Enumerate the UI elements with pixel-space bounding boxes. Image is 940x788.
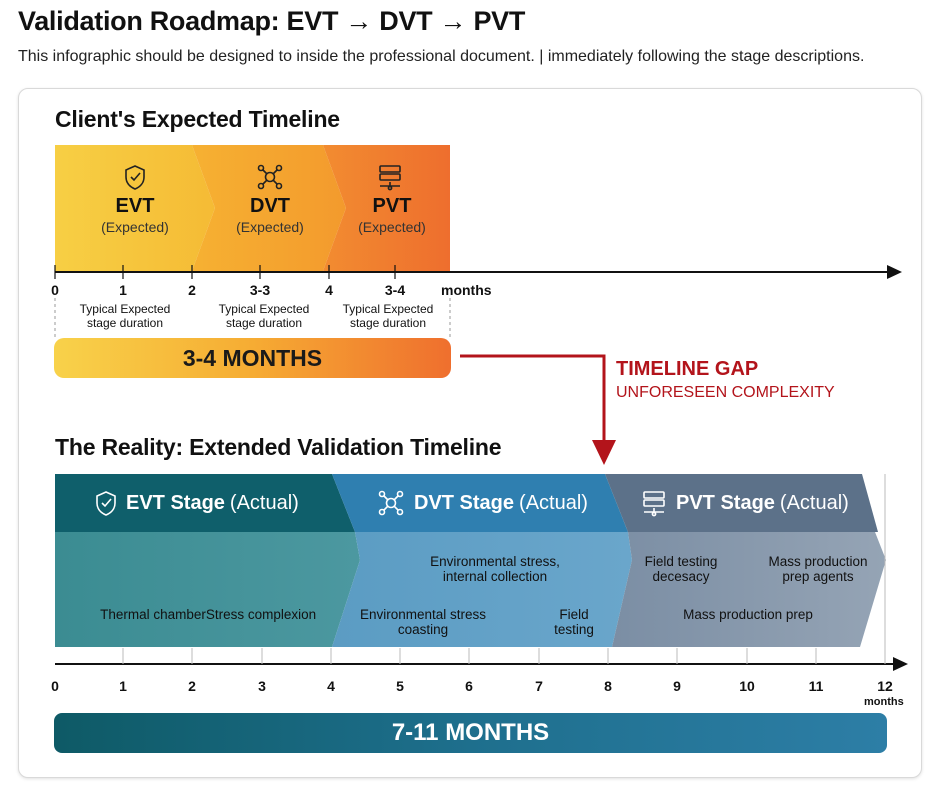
activity-label: Field testing (554, 607, 594, 637)
expected-evt-name: EVT (115, 195, 155, 217)
actual-tick-label: 8 (604, 678, 612, 694)
expected-evt-label: EVT (Expected) (75, 195, 195, 235)
expected-tick-label: 1 (119, 282, 127, 298)
actual-evt-band (55, 532, 360, 647)
expected-tick-label: 2 (188, 282, 196, 298)
reality-heading: The Reality: Extended Validation Timelin… (55, 434, 502, 460)
actual-tick-label: 11 (808, 678, 824, 694)
timeline-gap-connector (460, 354, 606, 440)
actual-pvt-header (605, 474, 878, 532)
server-stack-icon (643, 491, 665, 517)
activity-label: Field testing decesacy (644, 554, 718, 584)
expected-tick-label: 3-3 (249, 282, 271, 298)
expected-dvt-block (192, 145, 346, 271)
expected-pvt-block (323, 145, 450, 271)
expected-duration-note: Typical Expected stage duration (218, 302, 310, 330)
expected-pvt-name: PVT (372, 195, 412, 217)
expected-dvt-sub: (Expected) (236, 219, 304, 235)
actual-evt-title: EVT Stage (Actual) (126, 492, 299, 515)
actual-pvt-sub: (Actual) (779, 492, 849, 514)
expected-total-pill (54, 338, 451, 378)
actual-tick-label: 5 (396, 678, 404, 694)
page-title: Validation Roadmap: EVT → DVT → PVT (18, 6, 526, 36)
activity-label: Environmental stress, internal collectio… (430, 554, 560, 584)
actual-dvt-band (332, 532, 632, 647)
activity-label: Environmental stress coasting (359, 607, 487, 637)
expected-heading: Client's Expected Timeline (55, 106, 340, 132)
shield-check-icon (96, 491, 116, 516)
actual-tick-label: 0 (51, 678, 59, 694)
actual-tick-label: 12 (877, 678, 893, 694)
expected-pvt-sub: (Expected) (358, 219, 426, 235)
actual-tick-label: 6 (465, 678, 473, 694)
network-icon (257, 164, 283, 190)
activity-label: Stress complexion (205, 607, 317, 622)
actual-dvt-name: DVT Stage (414, 492, 515, 514)
expected-axis-arrow (887, 265, 902, 279)
actual-axis-unit: months (864, 696, 904, 708)
expected-dvt-name: DVT (250, 195, 290, 217)
timeline-gap-title: TIMELINE GAP (616, 358, 759, 380)
actual-tick-label: 1 (119, 678, 127, 694)
actual-total-label: 7-11 MONTHS (391, 719, 550, 746)
actual-dvt-header (332, 474, 628, 532)
expected-duration-note: Typical Expected stage duration (79, 302, 171, 330)
actual-dvt-sub: (Actual) (519, 492, 588, 514)
actual-tick-label: 4 (327, 678, 335, 694)
expected-evt-sub: (Expected) (101, 219, 169, 235)
actual-axis-arrow (893, 657, 908, 671)
actual-tick-label: 7 (535, 678, 543, 694)
expected-dvt-label: DVT (Expected) (210, 195, 330, 235)
expected-evt-block (55, 145, 215, 271)
expected-tick-label: 4 (325, 282, 333, 298)
activity-label: Mass production prep agents (768, 554, 868, 584)
expected-tick-label: 0 (51, 282, 59, 298)
expected-duration-note: Typical Expected stage duration (342, 302, 434, 330)
server-stack-icon (379, 165, 401, 191)
activity-label: Mass production prep (683, 607, 813, 622)
expected-pvt-label: PVT (Expected) (332, 195, 452, 235)
actual-tick-label: 9 (673, 678, 681, 694)
actual-dvt-title: DVT Stage (Actual) (414, 492, 588, 515)
actual-evt-header (55, 474, 355, 532)
actual-evt-name: EVT Stage (126, 492, 225, 514)
actual-tick-label: 2 (188, 678, 196, 694)
actual-total-pill (54, 713, 887, 753)
actual-pvt-band (612, 532, 886, 647)
page-subtitle: This infographic should be designed to i… (18, 48, 865, 65)
network-icon (378, 490, 404, 516)
actual-pvt-title: PVT Stage (Actual) (676, 492, 849, 515)
actual-pvt-name: PVT Stage (676, 492, 775, 514)
actual-tick-label: 3 (258, 678, 266, 694)
actual-tick-label: 10 (739, 678, 755, 694)
expected-total-label: 3-4 MONTHS (182, 344, 323, 371)
shield-check-icon (125, 165, 145, 190)
timeline-gap-subtitle: UNFORESEEN COMPLEXITY (616, 384, 835, 401)
expected-axis-unit: months (441, 282, 492, 298)
actual-evt-sub: (Actual) (229, 492, 299, 514)
activity-label: Thermal chamber (100, 607, 206, 622)
timeline-gap-arrowhead (592, 440, 616, 465)
expected-tick-label: 3-4 (384, 282, 406, 298)
